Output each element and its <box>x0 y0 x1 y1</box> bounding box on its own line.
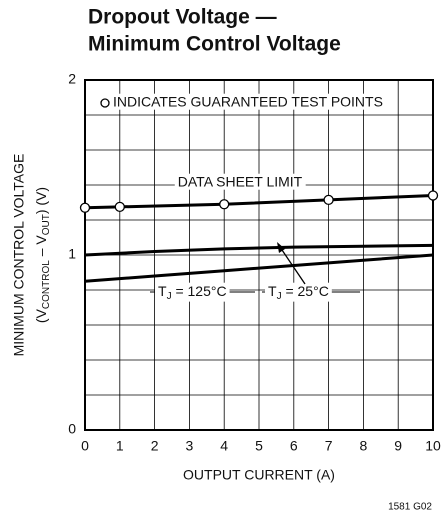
y-tick-label: 2 <box>68 71 76 87</box>
series-label: TJ = 25°C <box>268 283 329 302</box>
footnote: 1581 G02 <box>388 502 432 513</box>
x-tick-label: 6 <box>290 438 298 454</box>
test-point <box>114 201 125 213</box>
x-tick-label: 9 <box>394 438 402 454</box>
label-background <box>155 282 230 302</box>
y-axis-label-sub: CONTROL <box>41 260 52 309</box>
y-axis-label-part: (V <box>33 308 49 323</box>
annotation-marker <box>100 98 110 108</box>
x-axis-label: OUTPUT CURRENT (A) <box>183 467 335 483</box>
x-tick-label: 3 <box>186 438 194 454</box>
label-background <box>265 282 332 302</box>
x-tick-label: 0 <box>81 438 89 454</box>
x-tick-label: 4 <box>220 438 228 454</box>
y-tick-label: 1 <box>68 246 76 262</box>
chart-title: Dropout Voltage — <box>88 6 277 29</box>
label-background <box>174 173 306 190</box>
data-line <box>84 243 434 257</box>
test-point <box>79 202 91 213</box>
y-axis-label: MINIMUM CONTROL VOLTAGE <box>11 154 27 357</box>
series-label-part: = 125°C <box>172 283 227 299</box>
y-axis-label-part: – V <box>33 235 49 261</box>
series-label-part: T <box>158 283 167 299</box>
series-label: TJ = 125°C <box>158 283 227 302</box>
test-point <box>427 190 439 201</box>
arrow-head <box>277 242 285 253</box>
series-label-sub: J <box>167 291 172 302</box>
x-tick-label: 8 <box>360 438 368 454</box>
data-line <box>84 253 434 283</box>
chart-title: Minimum Control Voltage <box>88 33 341 56</box>
x-tick-label: 7 <box>325 438 333 454</box>
test-point <box>323 194 334 206</box>
y-axis-label-sub: OUT <box>41 214 52 235</box>
series-label-part: T <box>268 283 277 299</box>
series-label-part: = 25°C <box>282 283 329 299</box>
y-tick-label: 0 <box>68 421 76 437</box>
series-label-sub: J <box>277 291 282 302</box>
x-tick-label: 10 <box>425 438 441 454</box>
y-axis-label: (VCONTROL – VOUT) (V) <box>33 187 52 323</box>
test-point <box>219 199 230 210</box>
x-tick-label: 5 <box>255 438 263 454</box>
label-background <box>110 93 386 110</box>
arrow-line <box>279 246 306 285</box>
y-axis-label-part: ) (V) <box>33 187 49 214</box>
x-tick-label: 2 <box>151 438 159 454</box>
annotation: INDICATES GUARANTEED TEST POINTS <box>113 94 383 110</box>
series-label: DATA SHEET LIMIT <box>178 174 303 190</box>
x-tick-label: 1 <box>116 438 124 454</box>
